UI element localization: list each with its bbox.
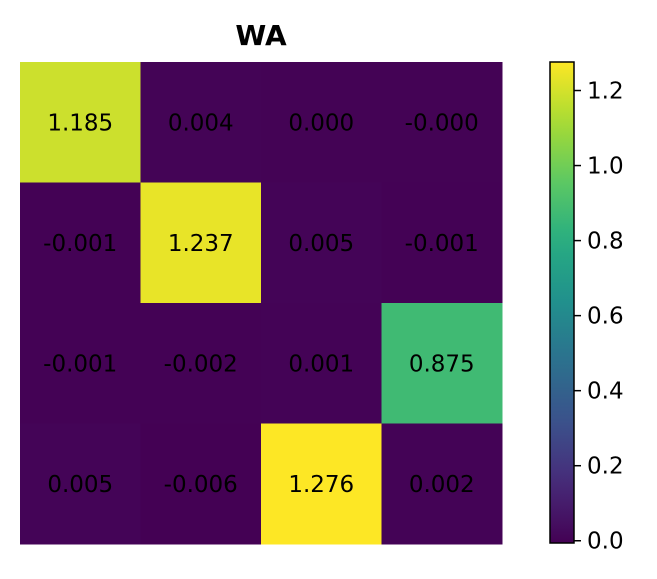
cell-value-label: -0.001 (43, 231, 117, 257)
heatmap-cell-r2-c3 (381, 303, 503, 424)
heatmap-cell-r3-c0 (20, 423, 141, 545)
cell-value-label: 0.005 (47, 472, 113, 498)
heatmap-cell-r1-c3 (381, 182, 503, 304)
colorbar: 0.0 0.2 0.4 0.6 0.8 1.0 1.2 (549, 61, 624, 555)
heatmap-cells: 1.185 0.004 0.000 -0.000 -0.001 1.237 0.005 -0.… (20, 62, 503, 545)
heatmap-cell-r1-c0 (20, 182, 141, 304)
cell-value-label: 1.237 (168, 231, 234, 257)
cell-value-label: -0.001 (405, 231, 479, 257)
heatmap-cell-r1-c1 (140, 182, 262, 304)
heatmap-cell-r0-c3 (381, 62, 503, 183)
heatmap-cell-r0-c0 (20, 62, 141, 183)
cell-value-label: 1.185 (47, 110, 113, 136)
heatmap-cell-r0-c2 (261, 62, 382, 183)
cell-value-label: 1.276 (288, 472, 354, 498)
heatmap-cell-r2-c2 (261, 303, 382, 424)
colorbar-tick-label: 0.4 (587, 379, 624, 405)
heatmap-cell-r3-c2 (261, 423, 382, 545)
cell-value-label: 0.005 (288, 231, 354, 257)
chart-title: WA (235, 19, 287, 52)
cell-value-label: 0.001 (288, 351, 354, 377)
cell-value-label: 0.002 (409, 472, 475, 498)
cell-value-label: -0.001 (43, 351, 117, 377)
heatmap-cell-r2-c0 (20, 303, 141, 424)
cell-value-label: -0.006 (164, 472, 238, 498)
colorbar-gradient (549, 61, 575, 544)
cell-value-label: 0.004 (168, 110, 234, 136)
cell-value-label: 0.000 (288, 110, 354, 136)
cell-value-label: -0.000 (405, 110, 479, 136)
colorbar-tick-label: 1.2 (587, 79, 624, 105)
cell-value-label: 0.875 (409, 351, 475, 377)
cell-value-label: -0.002 (164, 351, 238, 377)
colorbar-tick-label: 0.0 (587, 529, 624, 555)
colorbar-tick-label: 0.8 (587, 229, 624, 255)
heatmap-cell-r0-c1 (140, 62, 262, 183)
colorbar-tick-label: 0.2 (587, 454, 624, 480)
heatmap-cell-r3-c3 (381, 423, 503, 545)
heatmap-cell-r2-c1 (140, 303, 262, 424)
heatmap-cell-r3-c1 (140, 423, 262, 545)
heatmap-cell-r1-c2 (261, 182, 382, 304)
colorbar-tick-label: 1.0 (587, 154, 624, 180)
colorbar-tick-label: 0.6 (587, 304, 624, 330)
